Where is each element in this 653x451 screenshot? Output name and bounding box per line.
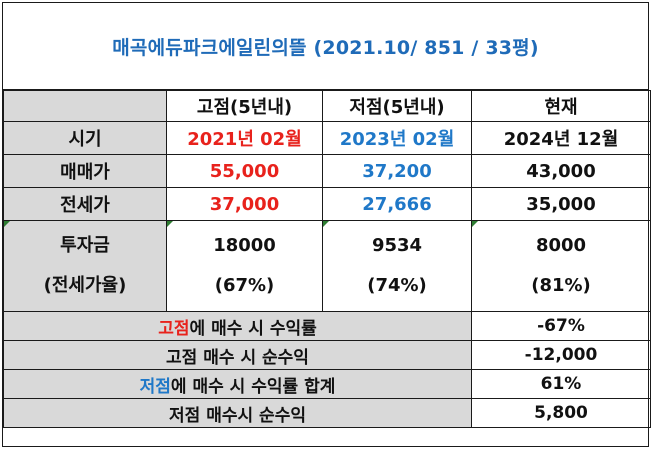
cell-comment-marker [323,221,329,227]
summary-label-text: 고점 매수 시 순수익 [166,347,309,368]
comparison-table: 고점(5년내) 저점(5년내) 현재 시기 2021년 02월 2023년 02… [3,90,651,428]
summary-row: 고점에 매수 시 수익률 -67% [3,311,651,341]
investment-high-cell[interactable]: 18000 (67%) [166,220,323,312]
summary-value-cell[interactable]: -67% [471,311,651,341]
period-now-cell[interactable]: 2024년 12월 [471,121,651,155]
investment-now-cell[interactable]: 8000 (81%) [471,220,651,312]
period-label-cell[interactable]: 시기 [3,121,167,155]
summary-label-cell[interactable]: 고점 매수 시 순수익 [3,340,472,370]
jeonse-row: 전세가 37,000 27,666 35,000 [3,187,651,221]
jeonse-label-cell[interactable]: 전세가 [3,187,167,221]
jeonse-ratio-label: (전세가율) [43,275,127,296]
summary-row: 고점 매수 시 순수익 -12,000 [3,340,651,370]
investment-label-cell[interactable]: 투자금 (전세가율) [3,220,167,312]
price-low-cell[interactable]: 37,200 [322,154,472,188]
price-high-cell[interactable]: 55,000 [166,154,323,188]
investment-now-ratio: (81%) [531,275,591,296]
summary-label-text: 에 매수 시 수익률 합계 [170,376,336,397]
summary-label-prefix: 저점 [139,376,171,397]
cell-comment-marker [472,221,478,227]
jeonse-low-cell[interactable]: 27,666 [322,187,472,221]
price-label-cell[interactable]: 매매가 [3,154,167,188]
investment-low-amount: 9534 [371,235,423,256]
summary-label-cell[interactable]: 저점 매수시 순수익 [3,398,472,428]
period-high-cell[interactable]: 2021년 02월 [166,121,323,155]
header-high-cell[interactable]: 고점(5년내) [166,90,323,122]
summary-label-prefix: 고점 [158,318,190,339]
jeonse-now-cell[interactable]: 35,000 [471,187,651,221]
summary-row: 저점에 매수 시 수익률 합계 61% [3,369,651,399]
summary-value-cell[interactable]: 5,800 [471,398,651,428]
summary-value-cell[interactable]: 61% [471,369,651,399]
header-now-cell[interactable]: 현재 [471,90,651,122]
header-low-cell[interactable]: 저점(5년내) [322,90,472,122]
summary-label-text: 에 매수 시 수익률 [189,318,317,339]
investment-high-amount: 18000 [213,235,276,256]
summary-value-cell[interactable]: -12,000 [471,340,651,370]
period-low-cell[interactable]: 2023년 02월 [322,121,472,155]
summary-row: 저점 매수시 순수익 5,800 [3,398,651,428]
investment-now-amount: 8000 [535,235,587,256]
price-now-cell[interactable]: 43,000 [471,154,651,188]
investment-high-ratio: (67%) [214,275,275,296]
price-row: 매매가 55,000 37,200 43,000 [3,154,651,188]
investment-low-cell[interactable]: 9534 (74%) [322,220,472,312]
period-row: 시기 2021년 02월 2023년 02월 2024년 12월 [3,121,651,155]
sheet-title: 매곡에듀파크에일린의뜰 (2021.10/ 851 / 33평) [3,3,648,90]
summary-label-cell[interactable]: 고점에 매수 시 수익률 [3,311,472,341]
cell-comment-marker [4,221,10,227]
header-corner-cell[interactable] [3,90,167,122]
jeonse-high-cell[interactable]: 37,000 [166,187,323,221]
summary-label-cell[interactable]: 저점에 매수 시 수익률 합계 [3,369,472,399]
header-row: 고점(5년내) 저점(5년내) 현재 [3,90,651,122]
investment-low-ratio: (74%) [367,275,427,296]
investment-row: 투자금 (전세가율) 18000 (67%) 9534 (74%) 8000 (… [3,220,651,312]
investment-label: 투자금 [60,235,110,256]
cell-comment-marker [167,221,173,227]
summary-label-text: 저점 매수시 순수익 [169,405,306,426]
